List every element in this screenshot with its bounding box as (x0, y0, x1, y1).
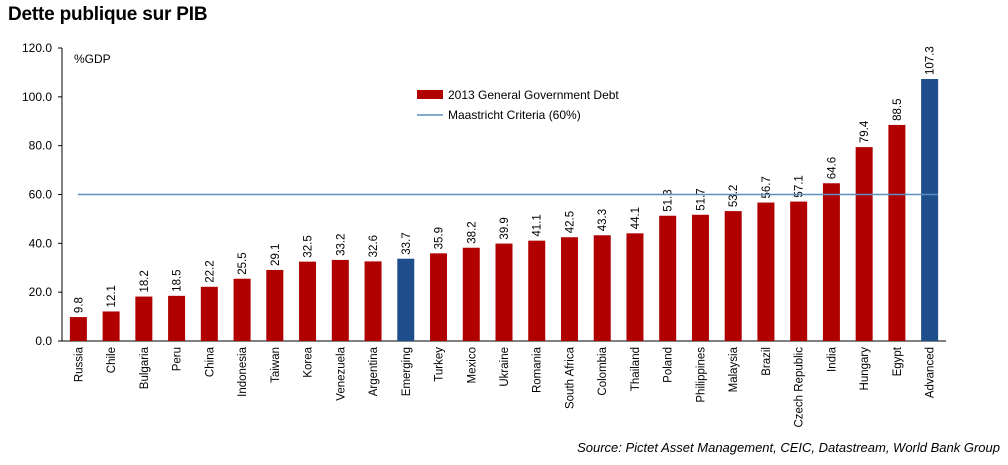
x-tick-label: Brazil (761, 347, 773, 376)
bar-emerging (397, 258, 415, 341)
value-label: 22.2 (204, 260, 216, 282)
bar-china (200, 286, 218, 341)
bar-malaysia (724, 211, 742, 341)
value-label: 64.6 (826, 157, 838, 179)
x-tick-label: Egypt (892, 346, 904, 376)
x-tick-label: Ukraine (499, 347, 511, 387)
x-tick-label: Turkey (434, 347, 446, 382)
value-label: 35.9 (434, 227, 446, 249)
value-label: 51.3 (663, 189, 675, 211)
bar-mexico (462, 247, 480, 341)
bar-thailand (626, 233, 644, 341)
value-label: 25.5 (237, 252, 249, 274)
value-label: 41.1 (532, 214, 544, 236)
bar-south-africa (560, 237, 578, 341)
bar-taiwan (266, 269, 284, 341)
value-label: 57.1 (794, 175, 806, 197)
x-tick-label: Korea (303, 346, 315, 377)
x-tick-label: Bulgaria (139, 346, 151, 389)
y-tick-label: 20.0 (29, 285, 53, 299)
x-tick-label: Venezuela (335, 346, 347, 400)
bar-hungary (855, 147, 873, 341)
bar-czech-republic (790, 201, 808, 341)
value-label: 29.1 (270, 244, 282, 266)
x-tick-label: Colombia (597, 346, 609, 395)
y-tick-label: 40.0 (29, 236, 53, 250)
bar-turkey (430, 253, 448, 341)
x-tick-label: Mexico (466, 347, 478, 383)
bar-brazil (757, 202, 775, 341)
value-label: 18.5 (172, 269, 184, 291)
x-tick-label: Poland (663, 347, 675, 383)
value-label: 33.2 (335, 234, 347, 256)
bar-advanced (921, 79, 939, 342)
x-tick-label: Russia (73, 346, 85, 382)
value-label: 44.1 (630, 207, 642, 229)
value-label: 42.5 (564, 211, 576, 233)
x-tick-label: Taiwan (270, 347, 282, 383)
source-note: Source: Pictet Asset Management, CEIC, D… (577, 440, 1000, 455)
legend: 2013 General Government Debt Maastricht … (417, 88, 619, 122)
bar-romania (528, 240, 546, 341)
bar-colombia (593, 235, 611, 341)
bar-ukraine (495, 243, 513, 341)
bar-korea (299, 261, 317, 341)
bar-argentina (364, 261, 382, 341)
value-label: 38.2 (466, 221, 478, 243)
x-tick-label: Argentina (368, 346, 380, 396)
x-tick-label: Peru (172, 347, 184, 371)
bar-poland (659, 215, 677, 341)
legend-label-maastricht: Maastricht Criteria (60%) (448, 108, 581, 122)
value-label: 32.6 (368, 235, 380, 257)
bar-chile (102, 311, 120, 341)
value-label: 18.2 (139, 270, 151, 292)
value-label: 51.7 (695, 188, 707, 210)
y-tick-label: 100.0 (22, 90, 52, 104)
value-label: 88.5 (892, 99, 904, 121)
x-tick-label: Czech Republic (794, 347, 806, 428)
bar-egypt (888, 124, 906, 341)
y-axis-label: %GDP (74, 52, 111, 66)
x-tick-label: Chile (106, 347, 118, 373)
bar-group (69, 79, 939, 342)
legend-swatch-debt (417, 90, 443, 99)
legend-label-debt: 2013 General Government Debt (448, 88, 619, 102)
y-tick-label: 0.0 (35, 334, 52, 348)
x-tick-label: Thailand (630, 347, 642, 391)
page-title: Dette publique sur PIB (8, 4, 208, 25)
bar-india (822, 183, 840, 341)
x-tick-label: Indonesia (237, 346, 249, 396)
value-label: 107.3 (925, 46, 937, 75)
x-tick-label: Malaysia (728, 346, 740, 392)
bar-indonesia (233, 278, 251, 341)
x-tick-label: Hungary (859, 347, 871, 391)
x-tick-label-group: Russia Chile Bulgaria Peru China Indonesia Tai… (73, 346, 936, 427)
bar-philippines (691, 214, 709, 341)
value-label: 39.9 (499, 217, 511, 239)
x-tick-label: Advanced (925, 347, 937, 398)
bar-peru (168, 295, 186, 341)
value-label: 56.7 (761, 176, 773, 198)
y-tick-label: 80.0 (29, 139, 53, 153)
value-label: 79.4 (859, 120, 871, 143)
debt-bar-chart: 0.0 20.0 40.0 60.0 80.0 100.0 120.0 9.8 12.1 18.… (22, 41, 946, 428)
value-label: 9.8 (73, 297, 85, 313)
value-label: 33.7 (401, 232, 413, 254)
value-label: 53.2 (728, 185, 740, 207)
y-tick-label: 60.0 (29, 188, 53, 202)
bar-bulgaria (135, 296, 153, 341)
bar-venezuela (331, 259, 349, 341)
x-tick-label: Romania (532, 346, 544, 393)
x-tick-label: India (826, 346, 838, 372)
value-label: 12.1 (106, 285, 118, 307)
x-tick-label: South Africa (564, 346, 576, 409)
bar-russia (69, 317, 87, 341)
value-label: 43.3 (597, 209, 609, 231)
x-tick-label: Emerging (401, 347, 413, 396)
x-tick-label: China (204, 346, 216, 377)
value-label: 32.5 (303, 235, 315, 257)
y-tick-label: 120.0 (22, 41, 52, 55)
x-tick-label: Philippines (695, 347, 707, 403)
value-label-group: 9.8 12.1 18.2 18.5 22.2 25.5 29.1 32.5 33.2 32.6 3… (73, 46, 936, 313)
